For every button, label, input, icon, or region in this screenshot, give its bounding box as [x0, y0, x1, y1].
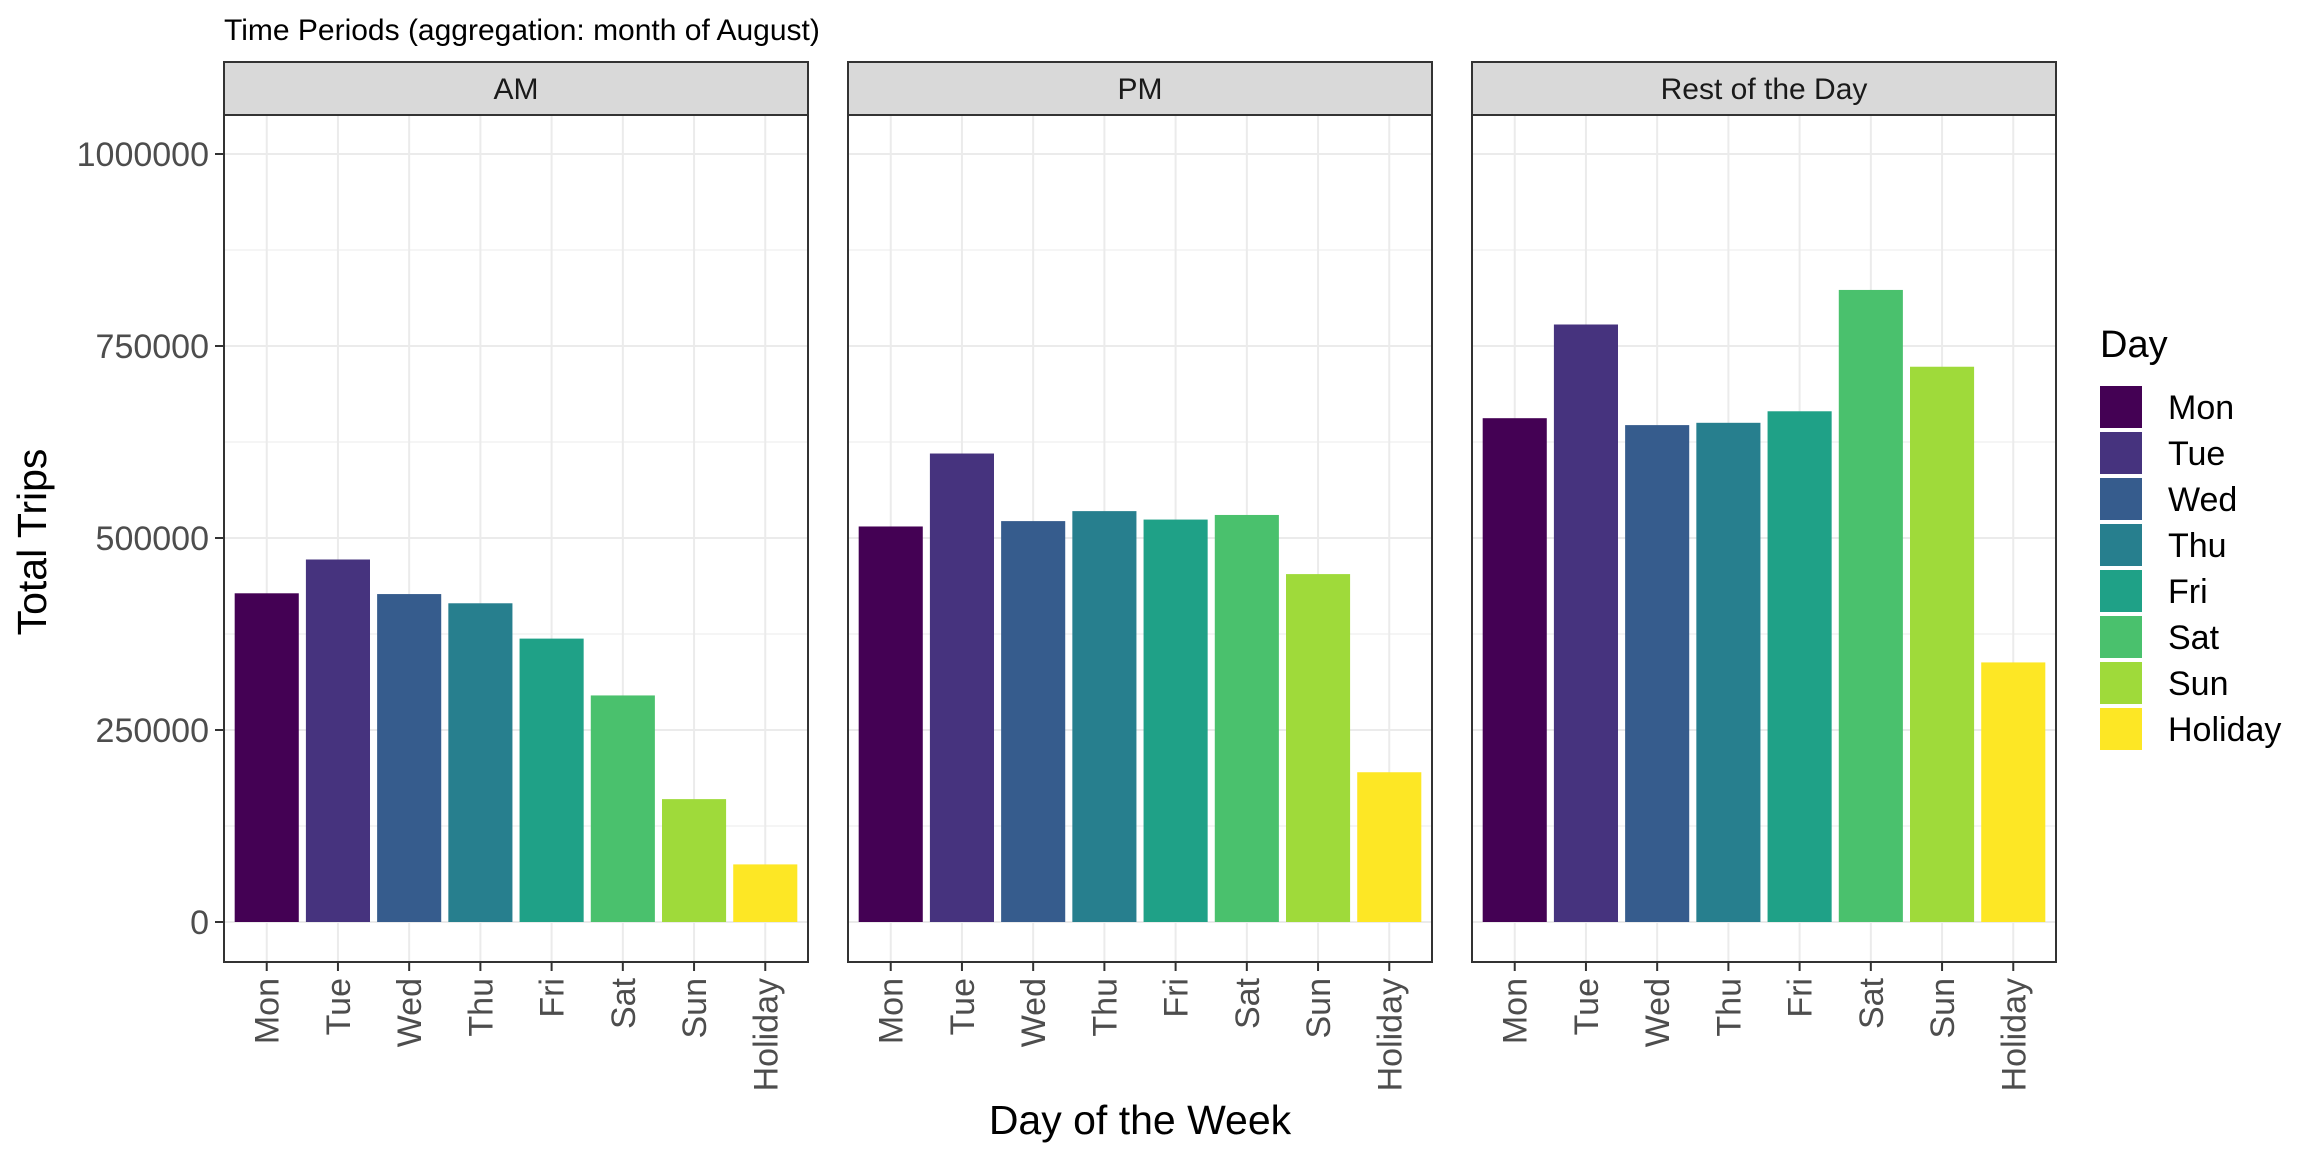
legend-key-holiday: [2100, 708, 2142, 750]
bar-am-tue: [305, 559, 370, 922]
bar-rest-of-the-day-fri: [1767, 411, 1832, 922]
bar-am-holiday: [733, 864, 798, 922]
legend-key-tue: [2100, 432, 2142, 474]
bar-pm-tue: [929, 453, 994, 922]
x-tick-label: Fri: [1158, 978, 1196, 1018]
bar-rest-of-the-day-holiday: [1981, 662, 2046, 922]
x-tick-label: Thu: [1086, 978, 1124, 1037]
bar-am-thu: [448, 603, 513, 922]
x-tick-label: Wed: [391, 978, 429, 1047]
facet-panel: Rest of the Day Mon Tue Wed Thu Fri Sat Sun Holi…: [1471, 61, 2057, 1091]
bar-pm-thu: [1072, 511, 1137, 922]
x-tick-label: Mon: [873, 978, 911, 1044]
x-tick-label: Sun: [676, 978, 714, 1039]
x-tick-label: Sun: [1300, 978, 1338, 1039]
x-tick-label: Wed: [1015, 978, 1053, 1047]
chart-title: Time Periods (aggregation: month of Augu…: [224, 14, 820, 47]
x-tick-label: Sat: [1229, 977, 1267, 1029]
bar-pm-fri: [1143, 519, 1208, 922]
bar-rest-of-the-day-thu: [1696, 422, 1761, 922]
y-tick-label: 250000: [96, 712, 209, 750]
legend-key-sat: [2100, 616, 2142, 658]
x-tick-label: Mon: [249, 978, 287, 1044]
legend-label: Thu: [2168, 527, 2227, 565]
facet-strip-label: Rest of the Day: [1661, 73, 1868, 106]
bar-pm-mon: [858, 526, 923, 922]
x-tick-label: Sat: [1853, 977, 1891, 1029]
legend: Day Mon Tue Wed Thu Fri Sat Sun Holiday: [2100, 324, 2281, 750]
legend-key-mon: [2100, 386, 2142, 428]
bar-rest-of-the-day-sun: [1910, 366, 1975, 923]
bar-am-wed: [377, 594, 442, 922]
legend-key-fri: [2100, 570, 2142, 612]
facet-strip-label: PM: [1118, 73, 1163, 106]
x-axis-title: Day of the Week: [989, 1097, 1292, 1143]
y-tick-label: 750000: [96, 328, 209, 366]
facet-strip: [223, 61, 809, 116]
facet-panels: AM Mon Tue Wed Thu Fri Sat Sun Holiday PM Mon Tue We…: [223, 61, 2057, 1091]
legend-label: Mon: [2168, 389, 2234, 427]
bar-pm-sat: [1214, 514, 1279, 922]
bar-pm-wed: [1001, 521, 1066, 922]
bar-rest-of-the-day-sat: [1838, 289, 1903, 922]
y-axis-title: Total Trips: [9, 449, 55, 636]
x-tick-label: Holiday: [747, 978, 785, 1091]
x-tick-label: Holiday: [1371, 978, 1409, 1091]
legend-label: Fri: [2168, 573, 2208, 611]
facet-strip: [847, 61, 1433, 116]
y-tick-label: 1000000: [77, 136, 209, 174]
legend-label: Tue: [2168, 435, 2225, 473]
bar-am-sat: [590, 695, 655, 922]
x-tick-label: Fri: [1782, 978, 1820, 1018]
legend-title: Day: [2100, 324, 2168, 366]
legend-key-wed: [2100, 478, 2142, 520]
x-tick-label: Holiday: [1995, 978, 2033, 1091]
legend-label: Holiday: [2168, 711, 2281, 749]
facet-strip-label: AM: [494, 73, 539, 106]
y-tick-label: 500000: [96, 520, 209, 558]
x-tick-label: Mon: [1497, 978, 1535, 1044]
bar-am-sun: [662, 799, 727, 922]
legend-label: Sat: [2168, 619, 2220, 657]
bar-pm-sun: [1286, 574, 1351, 922]
y-tick-label: 0: [190, 904, 209, 942]
bar-am-fri: [519, 638, 584, 922]
legend-key-thu: [2100, 524, 2142, 566]
y-axis: 0 250000 500000 750000 1000000: [77, 136, 224, 942]
facet-panel: AM Mon Tue Wed Thu Fri Sat Sun Holiday: [223, 61, 809, 1091]
x-tick-label: Tue: [1568, 978, 1606, 1035]
x-tick-label: Tue: [944, 978, 982, 1035]
x-tick-label: Wed: [1639, 978, 1677, 1047]
bar-am-mon: [234, 593, 299, 922]
x-tick-label: Fri: [534, 978, 572, 1018]
x-tick-label: Sun: [1924, 978, 1962, 1039]
legend-label: Sun: [2168, 665, 2229, 703]
legend-label: Wed: [2168, 481, 2237, 519]
facet-strip: [1471, 61, 2057, 116]
x-tick-label: Sat: [605, 977, 643, 1029]
x-tick-label: Thu: [462, 978, 500, 1037]
bar-rest-of-the-day-mon: [1482, 418, 1547, 922]
legend-key-sun: [2100, 662, 2142, 704]
bar-rest-of-the-day-wed: [1625, 425, 1690, 922]
bar-rest-of-the-day-tue: [1553, 324, 1618, 923]
x-tick-label: Tue: [320, 978, 358, 1035]
x-tick-label: Thu: [1710, 978, 1748, 1037]
bar-pm-holiday: [1357, 772, 1422, 922]
facet-panel: PM Mon Tue Wed Thu Fri Sat Sun Holiday: [847, 61, 1433, 1091]
